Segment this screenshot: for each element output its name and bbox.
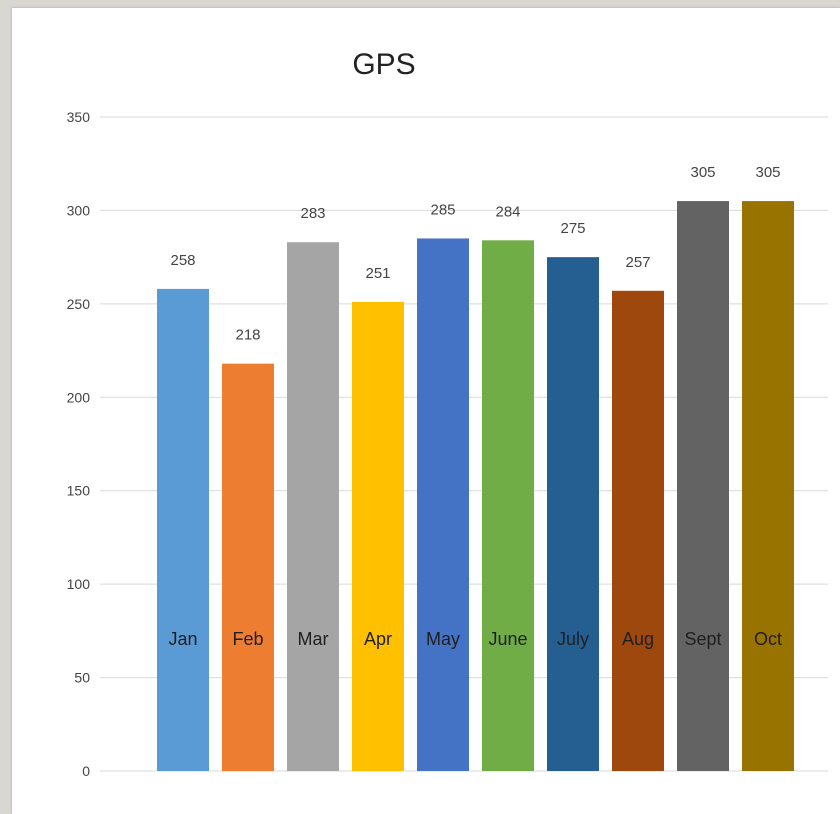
bars [157, 201, 794, 772]
category-label: Jan [168, 629, 197, 649]
data-label: 285 [430, 201, 455, 218]
category-label: June [488, 629, 527, 649]
bar-july [547, 257, 599, 772]
y-tick-label: 300 [67, 202, 91, 218]
data-label: 257 [625, 254, 650, 271]
y-tick-label: 50 [74, 670, 90, 686]
y-tick-label: 100 [67, 576, 91, 592]
bar-june [482, 240, 534, 772]
bar-feb [222, 363, 274, 771]
data-label: 275 [560, 220, 585, 237]
data-label: 284 [495, 203, 520, 220]
data-label: 305 [690, 164, 715, 181]
data-label: 218 [235, 327, 260, 344]
category-label: July [557, 629, 589, 649]
bar-oct [742, 201, 794, 772]
y-tick-label: 250 [67, 296, 91, 312]
y-tick-label: 150 [67, 483, 91, 499]
category-label: Aug [622, 629, 654, 649]
data-label: 258 [170, 252, 195, 269]
category-label: May [426, 629, 460, 649]
category-label: Mar [298, 629, 329, 649]
category-label: Oct [754, 629, 782, 649]
bar-aug [612, 290, 664, 771]
chart-title: GPS [352, 48, 415, 81]
bar-may [417, 238, 469, 771]
y-tick-label: 350 [67, 109, 91, 125]
y-axis-ticks: 0 50 100 150 200 250 300 350 [67, 109, 91, 779]
data-label: 305 [755, 164, 780, 181]
category-label: Feb [232, 629, 263, 649]
data-labels: 258 218 283 251 285 284 275 257 305 305 [170, 164, 780, 344]
y-tick-label: 0 [82, 763, 90, 779]
category-label: Sept [684, 629, 721, 649]
data-label: 283 [300, 205, 325, 222]
bar-jan [157, 288, 209, 771]
data-label: 251 [365, 265, 390, 282]
bar-apr [352, 301, 404, 771]
bar-sept [677, 201, 729, 772]
category-labels: Jan Feb Mar Apr May June July Aug Sept Oct [168, 629, 782, 649]
bar-mar [287, 242, 339, 772]
category-label: Apr [364, 629, 392, 649]
y-tick-label: 200 [67, 389, 91, 405]
